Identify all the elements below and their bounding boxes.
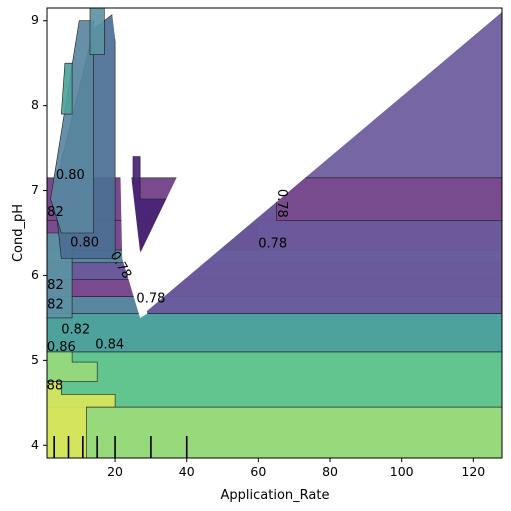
contour-region-4 bbox=[50, 20, 94, 234]
contour-labels: 0.80.820.800.780.780.78.82.82 0.780.820.8… bbox=[43, 168, 289, 393]
contour-label-2: 0.80 bbox=[70, 236, 99, 251]
blank-region-0 bbox=[111, 8, 148, 318]
contour-region-6 bbox=[89, 8, 105, 56]
plot-frame bbox=[46, 7, 503, 459]
rug-marks bbox=[53, 436, 188, 458]
y-tick-label-4: 8 bbox=[31, 97, 39, 112]
x-tick-label-4: 100 bbox=[390, 464, 414, 479]
x-tick-label-0: 20 bbox=[107, 464, 123, 479]
contour-region-1 bbox=[47, 351, 98, 382]
contour-label-7: .82 bbox=[43, 298, 64, 313]
y-axis: 4 5 6 7 8 9 bbox=[31, 12, 47, 452]
y-tick-label-2: 6 bbox=[31, 267, 39, 282]
x-tick-label-3: 80 bbox=[322, 464, 338, 479]
y-tick-label-5: 9 bbox=[31, 12, 39, 27]
contour-label-1: .82 bbox=[43, 205, 64, 220]
contour-label-0: 0.80 bbox=[56, 168, 85, 183]
y-tick-label-0: 4 bbox=[31, 437, 39, 452]
x-axis: 20 40 60 80 100 120 bbox=[107, 458, 485, 479]
x-tick-label-5: 120 bbox=[461, 464, 485, 479]
contour-region-9 bbox=[275, 177, 502, 221]
contour-label-6: .82 bbox=[43, 278, 64, 293]
x-tick-label-2: 60 bbox=[250, 464, 266, 479]
y-axis-label: Cond_pH bbox=[11, 204, 26, 262]
contour-label-12: 88 bbox=[47, 378, 64, 393]
contour-label-4: 0.78 bbox=[258, 237, 287, 252]
blank-regions bbox=[111, 8, 502, 318]
y-tick-label-1: 5 bbox=[31, 352, 39, 367]
x-axis-label: Application_Rate bbox=[221, 488, 330, 503]
contour-band-1 bbox=[47, 351, 502, 408]
contour-label-5: 0.78 bbox=[274, 189, 289, 218]
contour-label-8: 0.78 bbox=[136, 292, 165, 307]
contour-label-10: 0.86 bbox=[47, 340, 76, 355]
contour-region-5 bbox=[60, 62, 73, 115]
y-tick-label-3: 7 bbox=[31, 182, 39, 197]
contour-label-11: 0.84 bbox=[95, 338, 124, 353]
blank-region-1 bbox=[129, 8, 502, 314]
plot-area: 0.80.820.800.780.780.78.82.82 0.780.820.8… bbox=[43, 8, 502, 458]
x-tick-label-1: 40 bbox=[179, 464, 195, 479]
contour-label-9: 0.82 bbox=[61, 322, 90, 337]
